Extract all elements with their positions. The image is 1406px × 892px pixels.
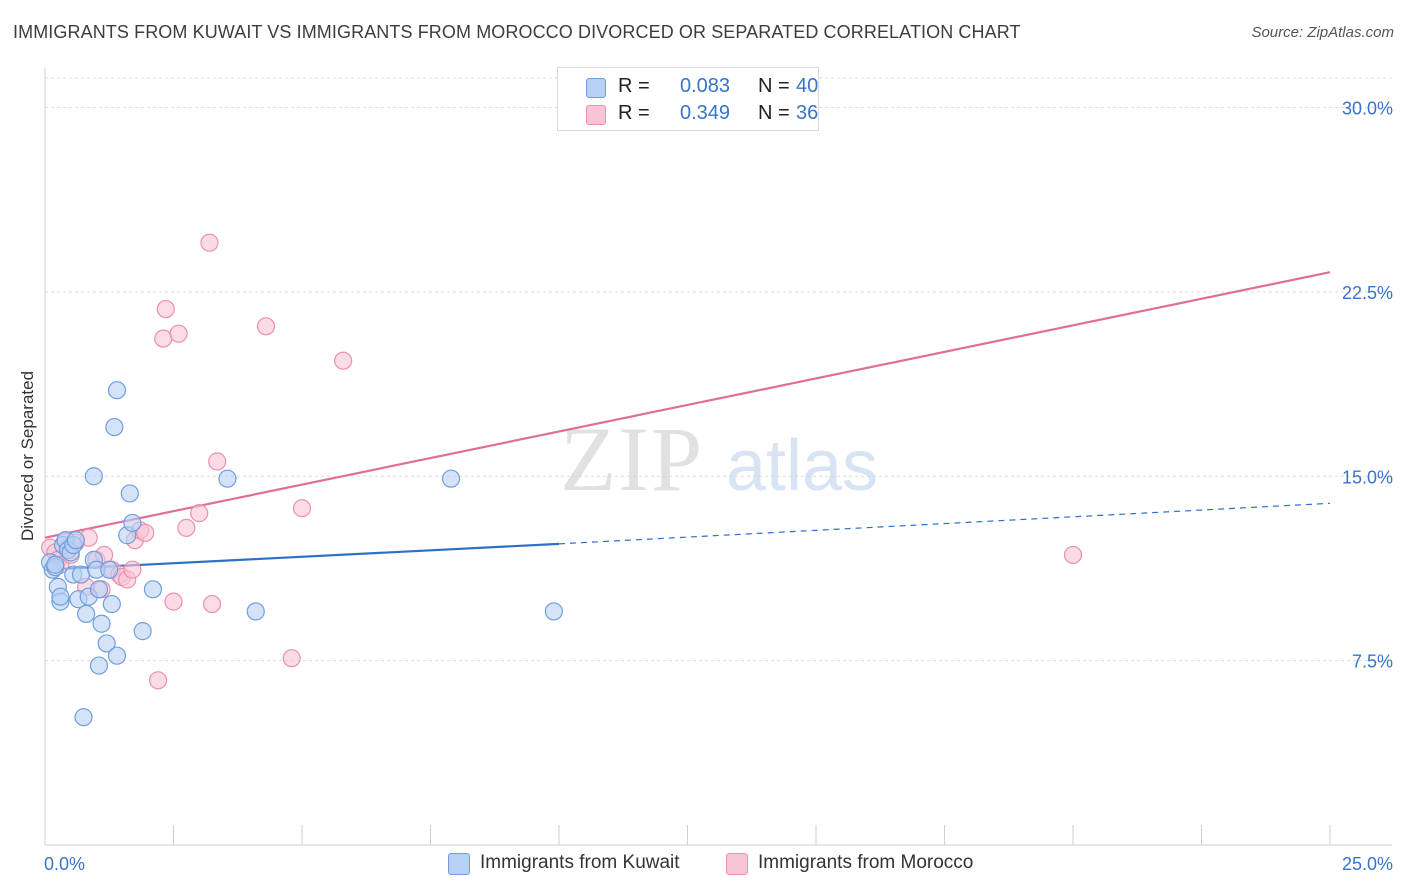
data-point-morocco [148, 671, 168, 690]
y-tick-label: 22.5% [1342, 283, 1393, 303]
data-point-kuwait [89, 580, 109, 599]
y-tick-label: 30.0% [1342, 99, 1393, 119]
chart-title: IMMIGRANTS FROM KUWAIT VS IMMIGRANTS FRO… [13, 22, 1021, 42]
legend-swatch-kuwait [448, 853, 470, 875]
data-point-kuwait [84, 467, 103, 486]
axes [44, 68, 1392, 846]
data-point-morocco [177, 518, 196, 537]
data-point-morocco [123, 560, 142, 579]
legend-r-value: 0.349 [680, 102, 731, 124]
x-tick-label: 25.0% [1342, 854, 1393, 874]
watermark: ZIP atlas [560, 408, 878, 510]
data-point-morocco [156, 299, 175, 319]
data-point-morocco [334, 351, 353, 370]
data-point-kuwait [105, 417, 124, 437]
data-point-kuwait [218, 469, 237, 488]
trend-line-kuwait-extrapolated [558, 502, 1331, 545]
legend-n-value: 40 [796, 75, 819, 97]
trend-line-morocco [44, 271, 1331, 539]
tick-labels: 7.5% 15.0% 22.5% 30.0% 0.0% 25.0% [44, 99, 1393, 875]
data-point-kuwait [133, 622, 152, 641]
data-point-kuwait [107, 646, 127, 665]
data-point-kuwait [66, 531, 85, 550]
data-point-kuwait [107, 381, 127, 400]
legend-swatch-morocco [726, 853, 748, 875]
legend-swatch-kuwait [586, 78, 606, 98]
data-point-kuwait [77, 604, 96, 624]
data-point-morocco [169, 324, 188, 343]
legend-r-label: R = [618, 75, 650, 97]
source-label: Source: ZipAtlas.com [1251, 24, 1394, 41]
data-point-kuwait [246, 602, 265, 621]
data-point-morocco [292, 499, 312, 518]
data-point-kuwait [100, 560, 119, 579]
y-tick-label: 7.5% [1352, 652, 1393, 672]
data-point-morocco [256, 317, 276, 336]
data-point-kuwait [441, 469, 461, 488]
data-point-kuwait [544, 602, 563, 621]
legend-label-kuwait: Immigrants from Kuwait [480, 852, 680, 873]
watermark-zip: ZIP [560, 408, 704, 510]
data-point-morocco [202, 594, 222, 614]
data-point-kuwait [97, 634, 116, 653]
legend-r-label: R = [618, 102, 650, 124]
data-point-morocco [164, 592, 183, 611]
data-point-kuwait [123, 513, 142, 533]
data-point-kuwait [51, 587, 70, 606]
correlation-legend: R = 0.083 N = 40 R = 0.349 N = 36 [557, 67, 819, 131]
data-point-morocco [190, 504, 209, 523]
legend-swatch-morocco [586, 105, 606, 125]
data-point-kuwait [46, 555, 65, 574]
legend-n-value: 36 [796, 102, 819, 124]
data-point-morocco [136, 523, 155, 542]
data-point-kuwait [74, 708, 93, 727]
data-point-morocco [200, 233, 219, 252]
legend-n-label: N = [758, 102, 790, 124]
watermark-atlas: atlas [726, 426, 878, 506]
x-tick-label: 0.0% [44, 854, 85, 874]
y-tick-label: 15.0% [1342, 467, 1393, 487]
data-point-kuwait [143, 580, 163, 599]
data-point-kuwait [71, 565, 91, 584]
gridlines [45, 77, 1392, 662]
data-point-kuwait [89, 656, 109, 675]
legend-n-label: N = [758, 75, 790, 97]
data-point-morocco [282, 649, 301, 668]
legend-r-value: 0.083 [680, 75, 731, 97]
data-point-kuwait [120, 484, 139, 503]
data-point-morocco [154, 329, 173, 348]
data-points [41, 233, 1083, 727]
series-legend: Immigrants from Kuwait Immigrants from M… [0, 851, 1406, 877]
trend-line-kuwait [44, 542, 560, 571]
data-point-kuwait [92, 614, 111, 633]
data-point-morocco [208, 452, 227, 471]
legend-label-morocco: Immigrants from Morocco [758, 852, 974, 873]
data-point-kuwait [102, 594, 121, 614]
data-point-morocco [1063, 545, 1083, 565]
